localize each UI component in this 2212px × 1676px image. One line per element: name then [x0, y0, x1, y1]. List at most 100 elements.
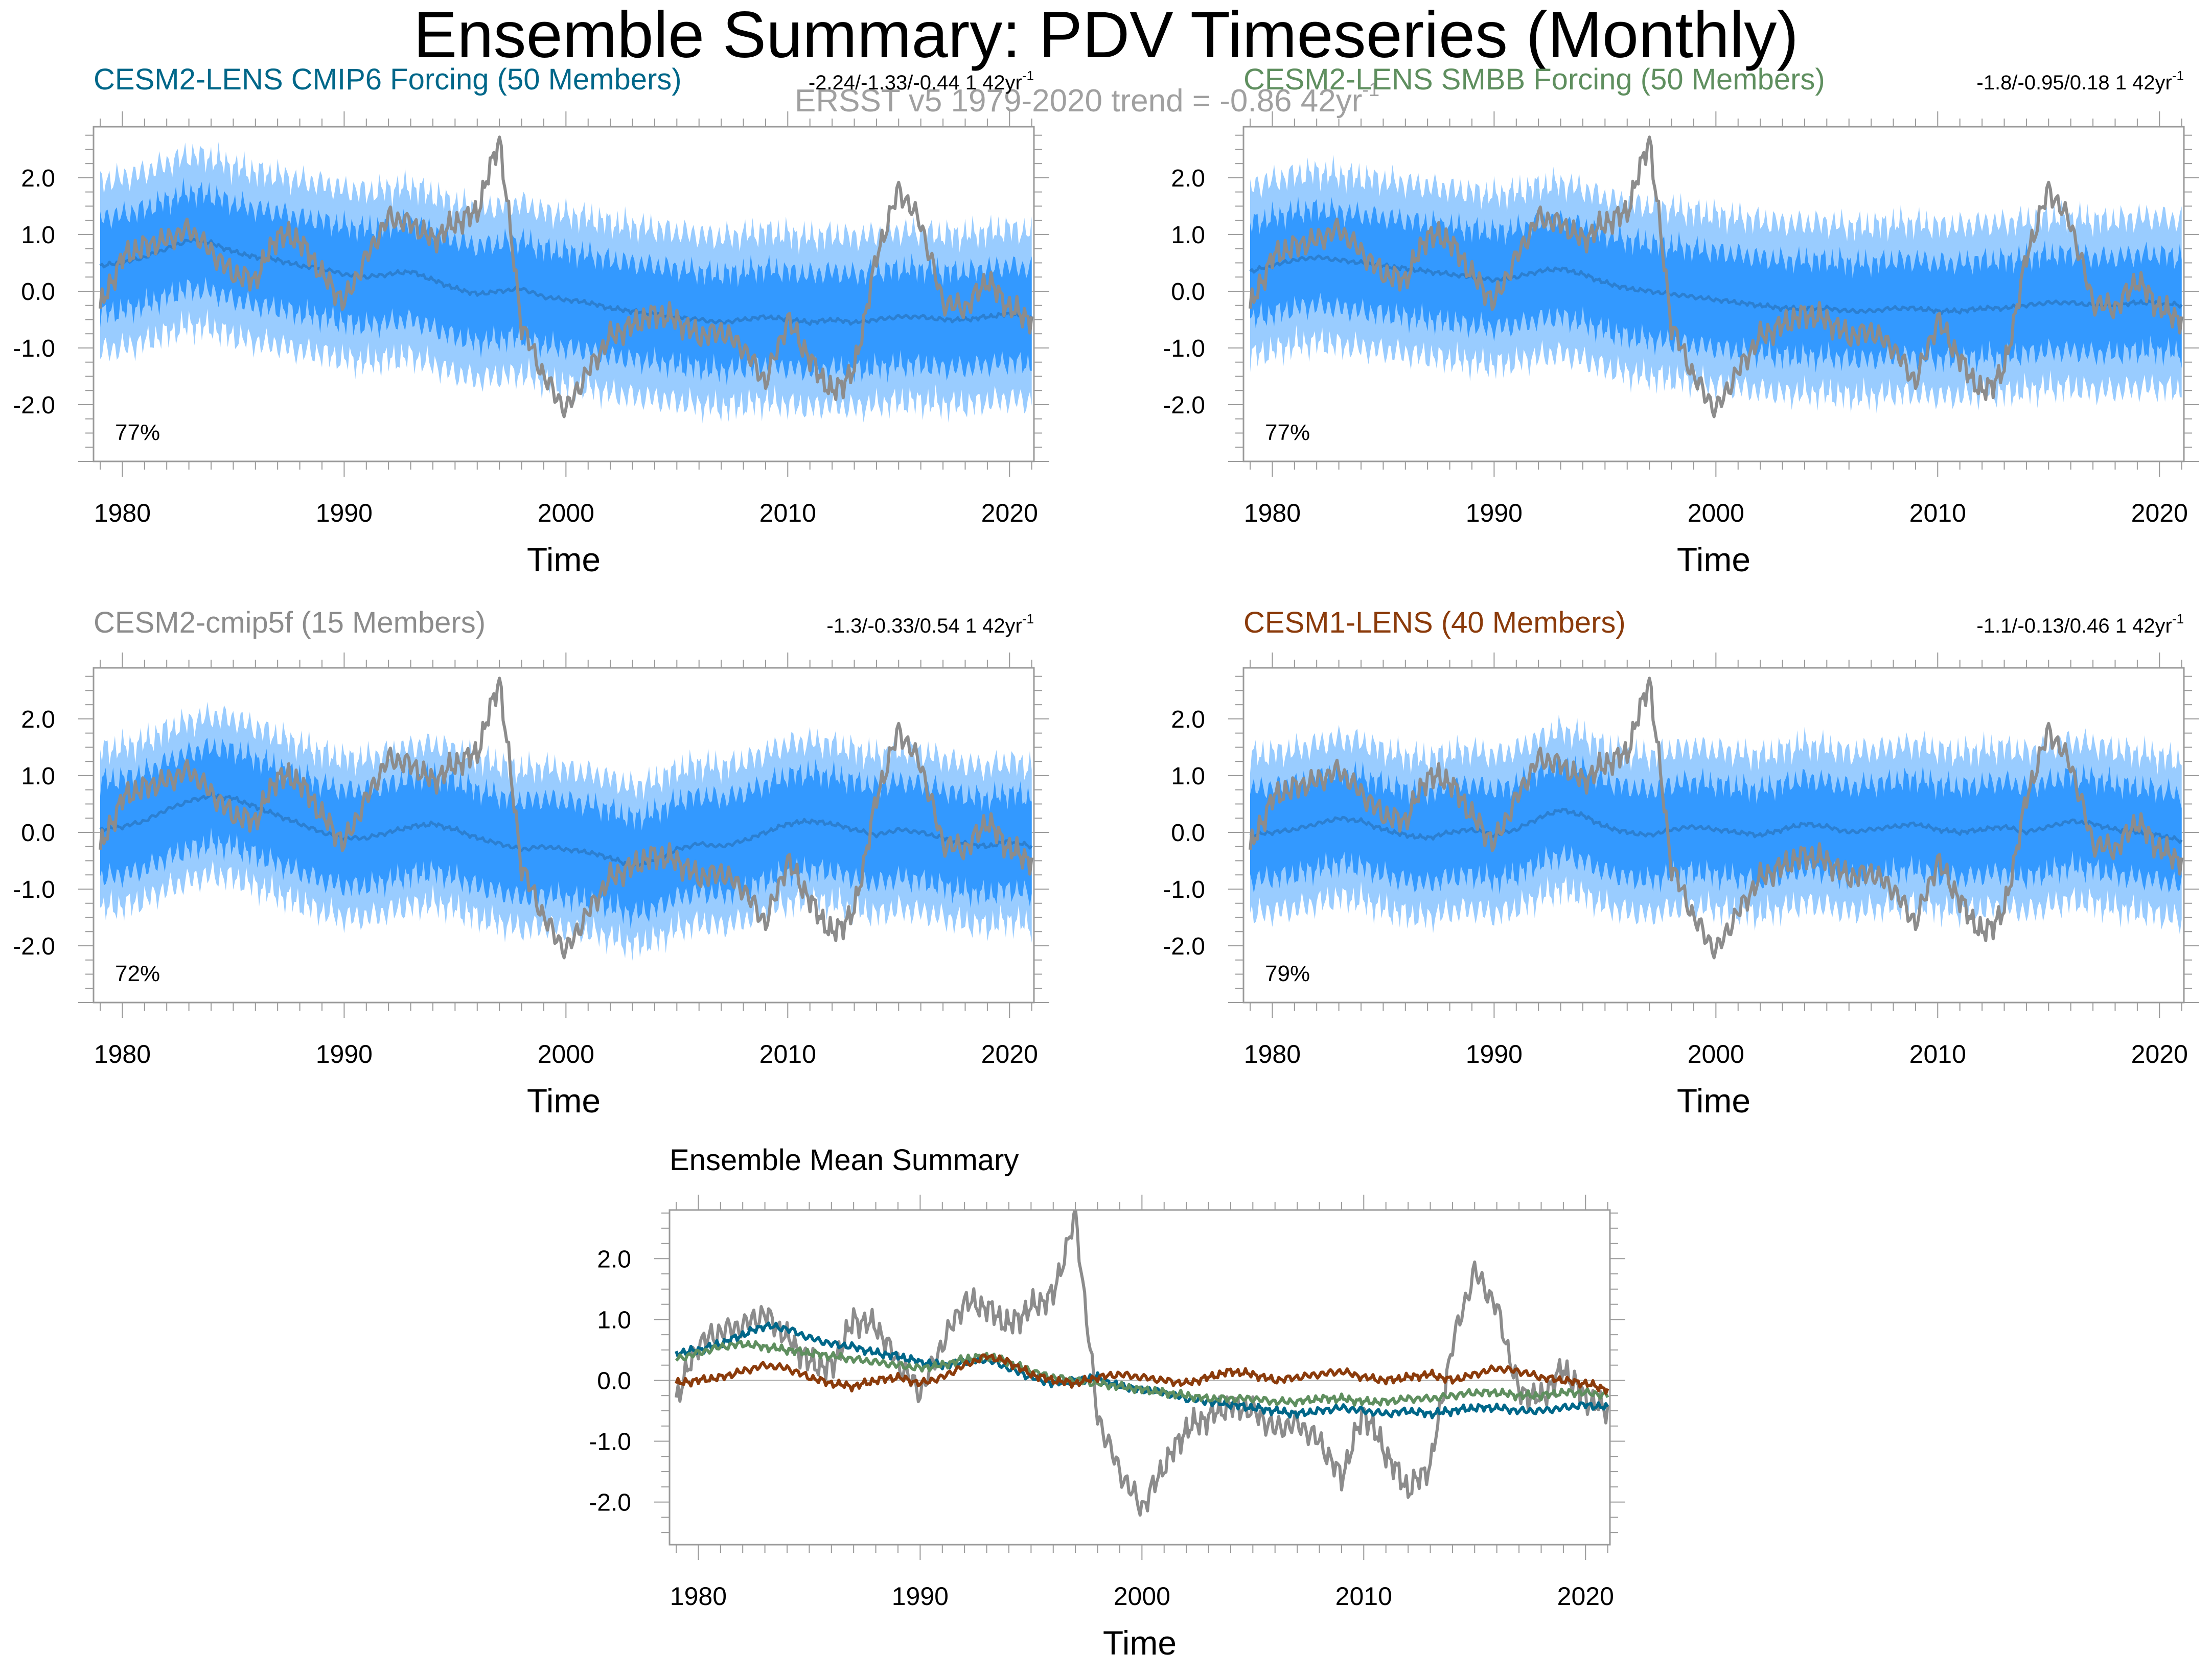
plot-area	[1243, 135, 2184, 418]
coverage-percent-label: 77%	[115, 420, 160, 445]
plot-area	[670, 1210, 1610, 1517]
x-axis-label: Time	[527, 541, 601, 578]
ensemble-mean-line	[99, 792, 1033, 870]
x-tick-label: 1990	[1466, 1040, 1523, 1068]
obs-trend-label-text: ERSST v5 1979-2020 trend = -0.86 42yr	[795, 83, 1362, 119]
y-tick-label: -2.0	[13, 392, 55, 419]
x-tick-label: 2020	[981, 1040, 1038, 1068]
y-tick-label: 0.0	[21, 820, 55, 847]
ensemble-mean-line	[1249, 254, 2183, 315]
x-tick-label: 1990	[316, 1040, 373, 1068]
x-tick-label: 1990	[1466, 499, 1523, 527]
x-tick-label: 2020	[981, 499, 1038, 527]
y-tick-label: 1.0	[1171, 222, 1205, 249]
x-tick-label: 2000	[1688, 499, 1744, 527]
y-tick-label: -2.0	[1163, 392, 1205, 419]
y-tick-label: -1.0	[589, 1429, 631, 1456]
y-tick-label: 0.0	[597, 1367, 631, 1394]
panel-trend-sup: -1	[1022, 68, 1034, 83]
panel-trend-label: -1.3/-0.33/0.54 1 42yr-1	[826, 611, 1034, 637]
y-tick-label: 2.0	[1171, 165, 1205, 192]
x-tick-label: 1980	[94, 1040, 151, 1068]
x-axis-label: Time	[1103, 1624, 1177, 1662]
y-tick-label: 1.0	[21, 222, 55, 249]
x-tick-label: 1980	[1244, 1040, 1301, 1068]
y-tick-label: 2.0	[21, 706, 55, 733]
figure-title: Ensemble Summary: PDV Timeseries (Monthl…	[413, 0, 1799, 72]
y-tick-label: -2.0	[1163, 933, 1205, 960]
plot-frame	[93, 126, 1035, 462]
x-tick-label: 1990	[316, 499, 373, 527]
x-tick-label: 2000	[1688, 1040, 1744, 1068]
y-tick-label: 0.0	[1171, 278, 1205, 306]
panel-trend-text: -1.3/-0.33/0.54 1 42yr	[826, 615, 1022, 637]
y-tick-label: 2.0	[597, 1246, 631, 1273]
y-tick-label: -1.0	[1163, 876, 1205, 903]
series-line-cesm1-lens	[675, 1353, 1609, 1395]
x-tick-label: 2020	[2131, 499, 2188, 527]
plot-frame	[1242, 667, 2185, 1004]
plot-area	[94, 135, 1034, 424]
observed-ersst-line	[1249, 677, 2183, 960]
spread-band-inner	[100, 737, 1032, 929]
coverage-percent-label: 77%	[1265, 420, 1310, 445]
plot-frame	[669, 1209, 1611, 1546]
plot-area	[94, 677, 1034, 961]
y-tick-label: 0.0	[21, 278, 55, 306]
panel-trend-sup: -1	[2172, 611, 2184, 626]
panel-trend-sup: -1	[1022, 611, 1034, 626]
panel-title: CESM2-LENS CMIP6 Forcing (50 Members)	[94, 63, 682, 96]
y-tick-label: 0.0	[1171, 820, 1205, 847]
panel-title: CESM2-cmip5f (15 Members)	[94, 606, 486, 639]
panel-cesm2-cmip5f: CESM2-cmip5f (15 Members) -1.3/-0.33/0.54…	[13, 606, 1049, 1120]
x-tick-label: 2010	[759, 499, 816, 527]
y-tick-label: -1.0	[13, 335, 55, 362]
observed-ersst-line	[99, 677, 1033, 960]
panel-cesm2-lens-cmip6: CESM2-LENS CMIP6 Forcing (50 Members) -2.…	[13, 63, 1049, 578]
x-tick-label: 2000	[538, 1040, 594, 1068]
x-tick-label: 2010	[1909, 1040, 1966, 1068]
x-tick-label: 2010	[759, 1040, 816, 1068]
y-tick-label: -1.0	[1163, 335, 1205, 362]
y-tick-label: 2.0	[1171, 706, 1205, 733]
panel-ensemble-mean-summary: Ensemble Mean Summary 1980 1990 2000 2010 202…	[589, 1144, 1625, 1662]
x-tick-label: 2020	[2131, 1040, 2188, 1068]
x-axis-label: Time	[1677, 541, 1750, 578]
x-tick-label: 1980	[1244, 499, 1301, 527]
obs-trend-label-sup: -1	[1362, 79, 1379, 101]
ensemble-mean-line	[99, 238, 1033, 326]
x-tick-label: 2000	[1114, 1582, 1170, 1611]
plot-area	[1243, 677, 2184, 960]
panel-trend-text: -1.1/-0.13/0.46 1 42yr	[1976, 615, 2172, 637]
coverage-percent-label: 79%	[1265, 961, 1310, 986]
panel-trend-text: -2.24/-1.33/-0.44 1 42yr	[809, 72, 1022, 94]
y-tick-label: 1.0	[1171, 763, 1205, 790]
plot-frame	[1242, 126, 2185, 462]
observed-ersst-line	[1249, 135, 2183, 418]
x-tick-label: 1980	[670, 1582, 727, 1611]
x-tick-label: 1980	[94, 499, 151, 527]
panel-title: Ensemble Mean Summary	[670, 1144, 1019, 1177]
panel-trend-sup: -1	[2172, 68, 2184, 83]
x-axis-label: Time	[1677, 1082, 1750, 1120]
panel-cesm1-lens: CESM1-LENS (40 Members) -1.1/-0.13/0.46 1…	[1163, 606, 2199, 1120]
y-tick-label: 1.0	[21, 763, 55, 790]
spread-band-inner	[1250, 755, 2182, 895]
series-line-cesm2-smbb	[675, 1340, 1609, 1408]
coverage-percent-label: 72%	[115, 961, 160, 986]
plot-frame	[93, 667, 1035, 1004]
x-tick-label: 2020	[1557, 1582, 1614, 1611]
x-tick-label: 1990	[892, 1582, 949, 1611]
x-axis-label: Time	[527, 1082, 601, 1120]
y-tick-label: -2.0	[589, 1489, 631, 1517]
x-tick-label: 2010	[1909, 499, 1966, 527]
y-tick-label: 2.0	[21, 165, 55, 192]
panel-trend-text: -1.8/-0.95/0.18 1 42yr	[1976, 72, 2172, 94]
y-tick-label: -1.0	[13, 876, 55, 903]
panel-trend-label: -2.24/-1.33/-0.44 1 42yr-1	[809, 68, 1034, 94]
panel-trend-label: -1.8/-0.95/0.18 1 42yr-1	[1976, 68, 2184, 94]
panel-title: CESM1-LENS (40 Members)	[1243, 606, 1626, 639]
panel-cesm2-lens-smbb: CESM2-LENS SMBB Forcing (50 Members) -1.8…	[1163, 63, 2199, 578]
y-tick-label: 1.0	[597, 1307, 631, 1334]
